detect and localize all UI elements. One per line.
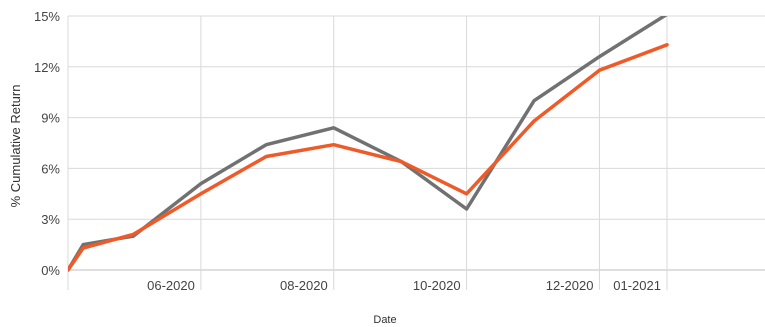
series-line-2 bbox=[68, 43, 669, 272]
y-axis-ticks: 0% 3% 6% 9% 12% 15% bbox=[34, 9, 60, 278]
y-tick-label: 15% bbox=[34, 9, 60, 24]
series-lines bbox=[68, 16, 669, 272]
x-tick-label: 06-2020 bbox=[147, 278, 195, 293]
series-line-1 bbox=[68, 16, 668, 272]
y-tick-label: 0% bbox=[41, 263, 60, 278]
y-tick-label: 12% bbox=[34, 60, 60, 75]
y-axis-label: % Cumulative Return bbox=[8, 85, 23, 208]
x-tick-label: 08-2020 bbox=[280, 278, 328, 293]
x-axis-label: Date bbox=[373, 314, 396, 326]
gridlines bbox=[67, 15, 765, 290]
y-tick-label: 6% bbox=[41, 161, 60, 176]
x-tick-label: 12-2020 bbox=[546, 278, 594, 293]
y-tick-label: 3% bbox=[41, 212, 60, 227]
x-axis-ticks: 06-2020 08-2020 10-2020 12-2020 01-2021 bbox=[147, 278, 661, 293]
x-tick-label: 10-2020 bbox=[413, 278, 461, 293]
x-tick-label: 01-2021 bbox=[613, 278, 661, 293]
y-tick-label: 9% bbox=[41, 111, 60, 126]
